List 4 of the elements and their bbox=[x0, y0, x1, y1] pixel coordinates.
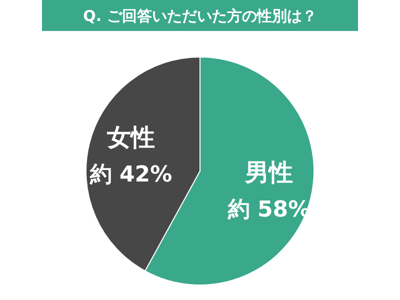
slice-label: 男性 bbox=[244, 158, 294, 187]
data-label: 約 42% bbox=[88, 162, 172, 188]
slice-label: 女性 bbox=[106, 123, 155, 152]
chart-title: Q. ご回答いただいた方の性別は？ bbox=[83, 7, 317, 25]
